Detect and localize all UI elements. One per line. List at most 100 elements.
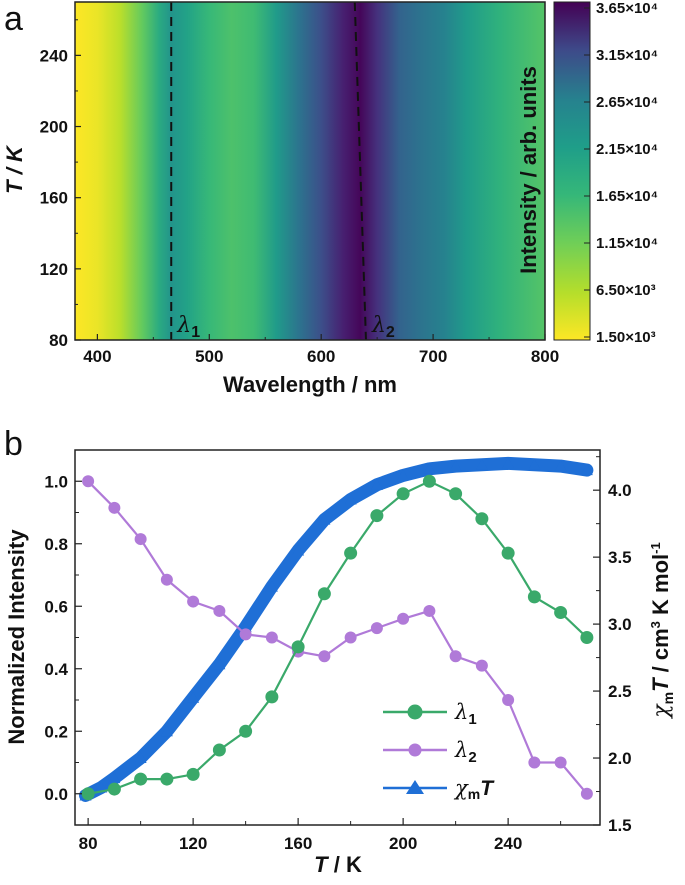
series-chimT-marker xyxy=(528,458,541,470)
colorbar-tick-label: 3.15×10⁴ xyxy=(596,47,658,64)
series-chimT-marker xyxy=(397,469,410,481)
heatmap-x-tick-label: 500 xyxy=(195,347,223,366)
series-lambda1-point xyxy=(370,509,384,523)
series-chimT-marker xyxy=(108,772,121,784)
series-lambda1-point xyxy=(580,631,594,644)
series-chimT-marker xyxy=(449,460,462,472)
series-chimT-marker xyxy=(292,544,305,556)
plot-b-y-axis-label: Normalized Intensity xyxy=(4,529,29,745)
series-lambda2-point xyxy=(344,631,357,644)
heatmap-y-tick-label: 200 xyxy=(40,118,68,137)
series-lambda2-point xyxy=(370,622,383,635)
series-lambda2-point xyxy=(239,628,252,641)
series-lambda2-point xyxy=(265,631,278,644)
series-lambda1-point xyxy=(265,690,279,704)
series-lambda1-point xyxy=(527,590,541,604)
series-lambda1-point xyxy=(449,487,463,501)
series-lambda1-point xyxy=(501,546,515,560)
series-lambda1-point xyxy=(422,474,436,488)
lambda1-annotation: λ1 xyxy=(176,313,200,341)
plot-b-y-tick-label: 0.4 xyxy=(44,660,68,679)
plot-b-y2-tick-label: 1.5 xyxy=(608,816,632,835)
heatmap-y-tick-label: 120 xyxy=(40,260,68,279)
legend-marker-circle xyxy=(407,704,423,720)
legend-label: χmT xyxy=(453,776,495,802)
series-chimT-marker xyxy=(370,478,383,490)
plot-b-x-tick-label: 80 xyxy=(79,834,98,853)
series-lambda2-point xyxy=(108,501,121,514)
plot-b-x-tick-label: 240 xyxy=(494,834,522,853)
colorbar-tick-label: 1.50×10³ xyxy=(596,329,656,346)
series-lambda1-point xyxy=(81,787,95,801)
plot-b-y-tick-label: 0.8 xyxy=(44,535,68,554)
legend: λ1 λ2 χmT xyxy=(383,700,495,802)
plot-b-y-tick-label: 0.0 xyxy=(44,785,68,804)
series-chimT-marker xyxy=(265,580,278,592)
series-lambda2-point xyxy=(502,694,515,706)
series-lambda1-point xyxy=(160,772,174,786)
series-lambda1-point xyxy=(291,640,305,654)
colorbar-label: Intensity / arb. units xyxy=(516,66,541,274)
series-chimT-marker xyxy=(239,620,252,632)
series-chimT-marker xyxy=(475,458,488,470)
series-chimT-marker xyxy=(580,464,593,476)
legend-label: λ2 xyxy=(454,738,477,766)
series-lambda2-point xyxy=(318,650,331,663)
plot-b-x-tick-label: 120 xyxy=(179,834,207,853)
heatmap-x-tick-label: 800 xyxy=(531,347,559,366)
series-chimT-marker xyxy=(502,457,515,469)
plot-b-y-tick-label: 0.2 xyxy=(44,722,68,741)
series-lambda1-point xyxy=(396,487,410,501)
plot-b-y-tick-label: 0.6 xyxy=(44,597,68,616)
colorbar-tick-label: 1.15×10⁴ xyxy=(596,235,658,252)
series-lambda2-point xyxy=(397,612,410,625)
heatmap-x-tick-label: 600 xyxy=(307,347,335,366)
plot-b-y2-tick-label: 3.5 xyxy=(608,548,632,567)
series-lambda2-point xyxy=(554,756,567,769)
plot-b-y2-tick-label: 2.0 xyxy=(608,749,632,768)
series-lambda1-point xyxy=(134,772,148,786)
series-chimT-marker xyxy=(213,658,226,670)
series-lambda2-point xyxy=(82,475,95,488)
series-chimT-marker xyxy=(344,493,357,505)
colorbar-tick-label: 6.50×10³ xyxy=(596,282,656,299)
series-chimT-marker xyxy=(134,752,147,764)
legend-marker-circle xyxy=(408,743,422,757)
series-lambda1-point xyxy=(212,743,226,757)
colorbar-tick-label: 1.65×10⁴ xyxy=(596,188,658,205)
series-chimT-marker xyxy=(318,513,331,525)
series-lambda1-point xyxy=(475,512,489,526)
heatmap xyxy=(75,2,545,340)
panel-a-label: a xyxy=(4,0,23,38)
series-lambda2-point xyxy=(423,604,436,617)
legend-item-lambda1: λ1 xyxy=(383,700,477,728)
series-chimT-marker xyxy=(554,460,567,472)
legend-label: λ1 xyxy=(454,700,477,728)
series-lambda1-point xyxy=(107,782,121,796)
series-lambda1-point xyxy=(239,724,253,738)
series-chimT-marker xyxy=(187,691,200,703)
series-lambda2-point xyxy=(449,650,462,663)
panel-b-label: b xyxy=(4,425,23,463)
legend-item-lambda2: λ2 xyxy=(383,738,477,766)
plot-b-y-tick-label: 1.0 xyxy=(44,472,68,491)
heatmap-x-axis-label: Wavelength / nm xyxy=(223,372,397,397)
series-lambda1-point xyxy=(317,587,331,601)
heatmap-x-tick-label: 400 xyxy=(83,347,111,366)
heatmap-y-tick-label: 240 xyxy=(40,46,68,65)
legend-marker-triangle xyxy=(406,780,424,794)
series-chimT-marker xyxy=(95,781,108,793)
plot-b-x-tick-label: 160 xyxy=(284,834,312,853)
colorbar-tick-label: 2.65×10⁴ xyxy=(596,94,658,111)
heatmap-y-tick-label: 160 xyxy=(40,189,68,208)
series-lambda2-point xyxy=(160,573,173,586)
heatmap-y-tick-label: 80 xyxy=(49,331,68,350)
plot-b-x-tick-label: 200 xyxy=(389,834,417,853)
series-chimT-marker xyxy=(423,462,436,474)
heatmap-y-axis-label: T / K xyxy=(2,144,27,194)
lambda2-annotation: λ2 xyxy=(371,313,395,341)
series-lambda1-point xyxy=(554,606,568,619)
series-lambda1-point xyxy=(186,767,200,781)
series-lambda2-point xyxy=(187,595,200,608)
